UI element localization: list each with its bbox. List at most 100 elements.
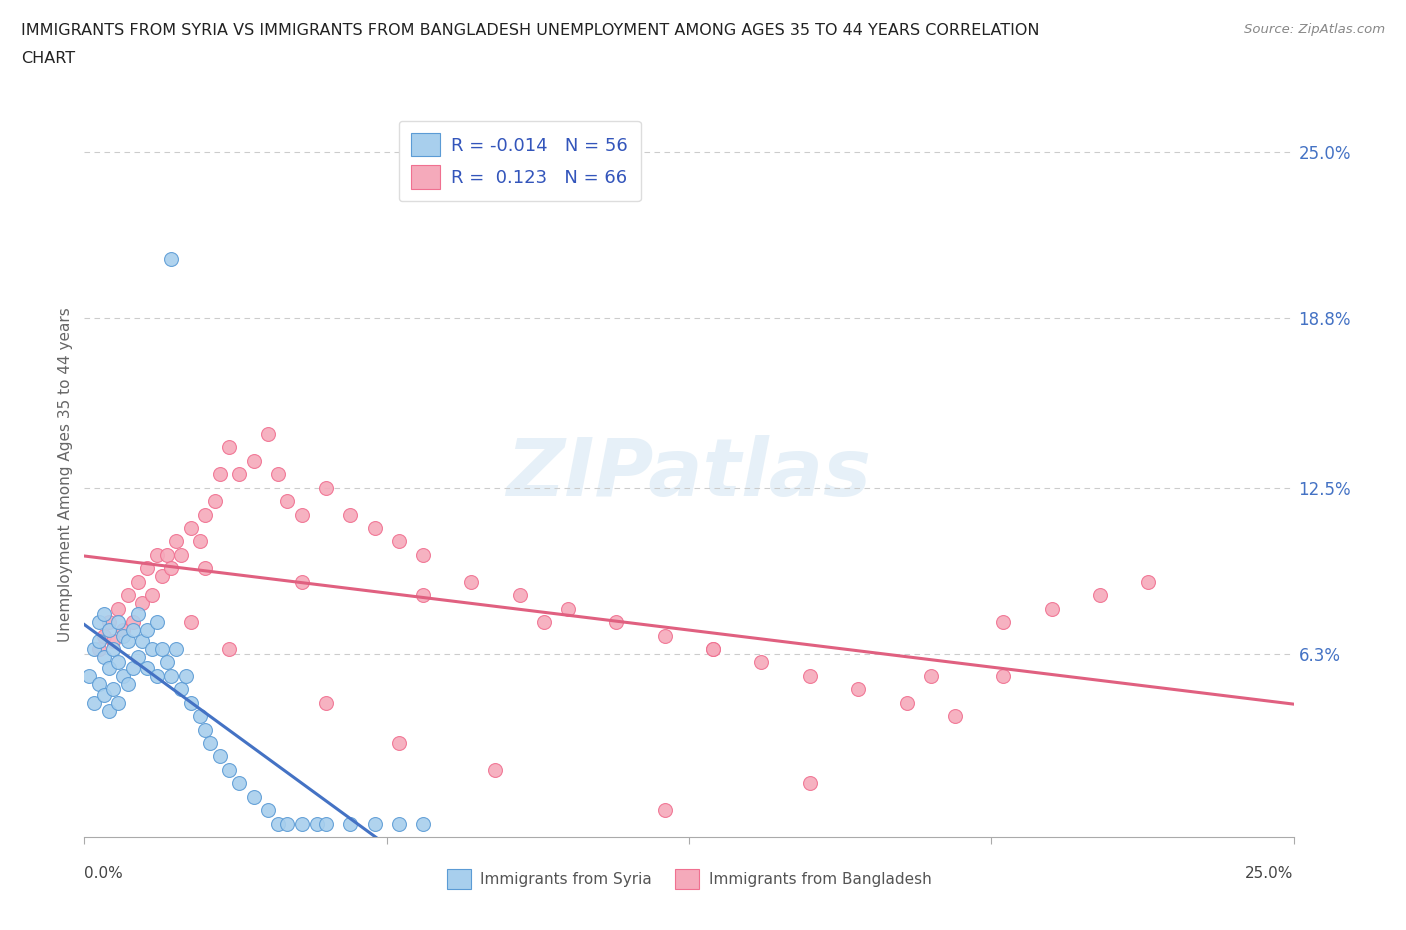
Point <box>291 817 314 831</box>
Point <box>190 709 212 724</box>
Text: IMMIGRANTS FROM SYRIA VS IMMIGRANTS FROM BANGLADESH UNEMPLOYMENT AMONG AGES 35 T: IMMIGRANTS FROM SYRIA VS IMMIGRANTS FROM… <box>21 23 1039 38</box>
Point <box>315 480 337 495</box>
Point <box>276 494 298 509</box>
Point <box>150 569 173 584</box>
Point <box>141 588 163 603</box>
Point <box>194 722 217 737</box>
Point <box>1137 575 1160 590</box>
Text: CHART: CHART <box>21 51 75 66</box>
Point <box>97 615 120 630</box>
Point <box>87 633 110 648</box>
Point <box>1088 588 1111 603</box>
Point <box>363 521 385 536</box>
Point <box>165 642 187 657</box>
Point <box>305 817 328 831</box>
Point <box>112 669 135 684</box>
Point <box>136 660 159 675</box>
Point <box>412 548 434 563</box>
Point <box>112 628 135 643</box>
Point <box>107 696 129 711</box>
Y-axis label: Unemployment Among Ages 35 to 44 years: Unemployment Among Ages 35 to 44 years <box>58 307 73 642</box>
Point <box>180 521 202 536</box>
Point <box>228 776 250 790</box>
Point <box>131 633 153 648</box>
Point <box>146 548 169 563</box>
Point <box>93 606 115 621</box>
Point <box>180 615 202 630</box>
Point <box>276 817 298 831</box>
Point <box>165 534 187 549</box>
Point <box>993 615 1015 630</box>
Point <box>170 548 193 563</box>
Point <box>218 642 240 657</box>
Text: 0.0%: 0.0% <box>84 866 124 881</box>
Point <box>121 623 143 638</box>
Point <box>87 676 110 691</box>
Point <box>315 696 337 711</box>
Point <box>242 790 264 804</box>
Point <box>204 494 226 509</box>
Point <box>198 736 221 751</box>
Point <box>107 601 129 616</box>
Point <box>136 623 159 638</box>
Point <box>267 817 290 831</box>
Point <box>605 615 627 630</box>
Point <box>242 454 264 469</box>
Point <box>412 588 434 603</box>
Point <box>257 803 280 817</box>
Point <box>1040 601 1063 616</box>
Point <box>131 596 153 611</box>
Point <box>97 703 120 718</box>
Point <box>180 696 202 711</box>
Point <box>388 534 411 549</box>
Point <box>315 817 337 831</box>
Point <box>146 669 169 684</box>
Point <box>150 642 173 657</box>
Point <box>339 507 361 522</box>
Point <box>412 817 434 831</box>
Point <box>117 588 139 603</box>
Point <box>751 655 773 670</box>
Point <box>127 606 149 621</box>
Point <box>117 633 139 648</box>
Point <box>141 642 163 657</box>
Point <box>160 561 183 576</box>
Point <box>509 588 531 603</box>
Point <box>208 467 231 482</box>
Point <box>97 660 120 675</box>
Point <box>103 682 125 697</box>
Point <box>484 763 506 777</box>
Point <box>136 561 159 576</box>
Text: 25.0%: 25.0% <box>1246 866 1294 881</box>
Point <box>228 467 250 482</box>
Point <box>83 642 105 657</box>
Point <box>121 660 143 675</box>
Point <box>339 817 361 831</box>
Point <box>160 252 183 267</box>
Point <box>702 642 724 657</box>
Point <box>87 642 110 657</box>
Point <box>155 548 177 563</box>
Point <box>103 633 125 648</box>
Point <box>943 709 966 724</box>
Point <box>208 749 231 764</box>
Point <box>291 575 314 590</box>
Point <box>194 507 217 522</box>
Point <box>146 615 169 630</box>
Point <box>218 440 240 455</box>
Point <box>170 682 193 697</box>
Point <box>160 669 183 684</box>
Point <box>93 628 115 643</box>
Point <box>87 615 110 630</box>
Point <box>97 623 120 638</box>
Point <box>155 655 177 670</box>
Point <box>93 649 115 664</box>
Point <box>654 628 676 643</box>
Point <box>77 669 100 684</box>
Point <box>117 676 139 691</box>
Point <box>654 803 676 817</box>
Point <box>174 669 197 684</box>
Point <box>257 427 280 442</box>
Point <box>920 669 942 684</box>
Point <box>533 615 555 630</box>
